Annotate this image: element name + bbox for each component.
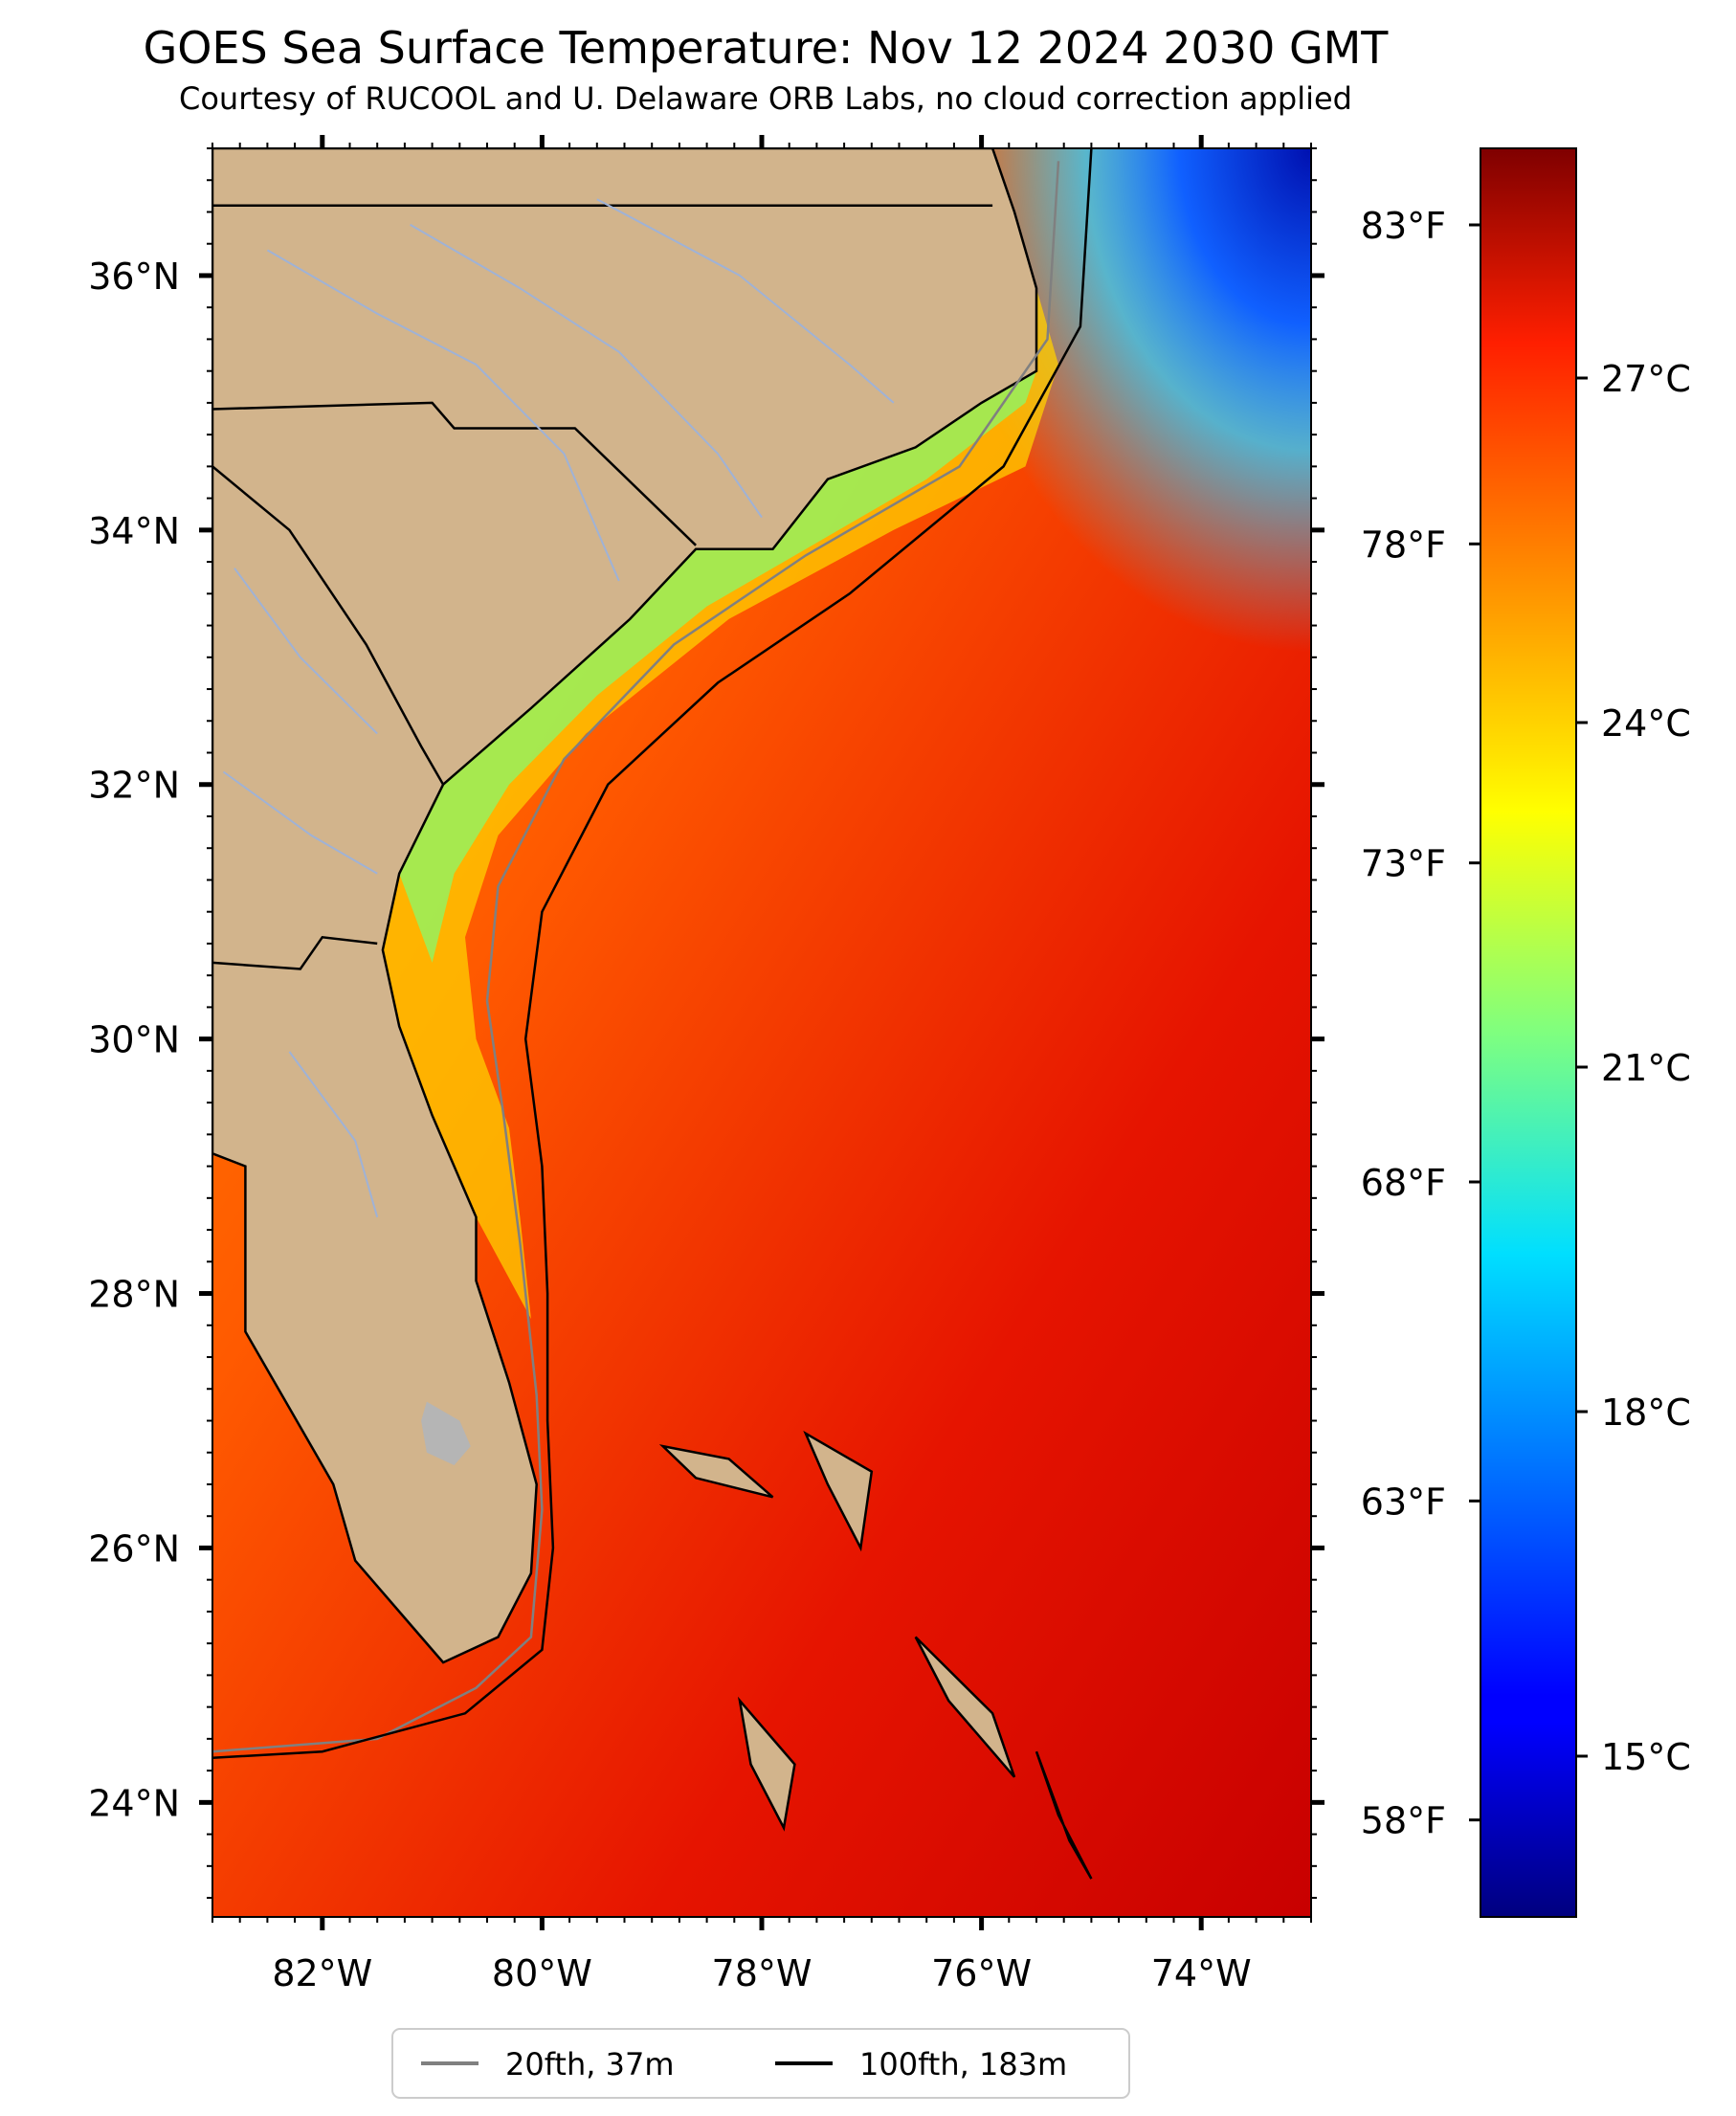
rivers: [222, 198, 895, 1218]
longitude-axis: 82°W 80°W 78°W 76°W 74°W: [211, 135, 1312, 1994]
isobath-legend: 20fth, 37m 100fth, 183m: [391, 2028, 1130, 2099]
lon-tick-label: 74°W: [1151, 1952, 1252, 1994]
map-subtitle: Courtesy of RUCOOL and U. Delaware ORB L…: [179, 80, 1352, 117]
celsius-ticks: 15°C 18°C 21°C 24°C 27°C: [1576, 358, 1691, 1778]
celsius-tick-label: 15°C: [1601, 1736, 1691, 1778]
lon-tick-label: 80°W: [492, 1952, 592, 1994]
lon-tick-label: 82°W: [272, 1952, 372, 1994]
legend-label-100fth: 100fth, 183m: [859, 2046, 1067, 2083]
fahrenheit-tick-label: 68°F: [1361, 1162, 1446, 1204]
fahrenheit-tick-label: 78°F: [1361, 523, 1446, 566]
celsius-tick-label: 21°C: [1601, 1047, 1691, 1089]
celsius-tick-label: 27°C: [1601, 358, 1691, 400]
lat-tick-label: 30°N: [88, 1019, 180, 1061]
lon-tick-label: 78°W: [712, 1952, 812, 1994]
sst-map[interactable]: 82°W 80°W 78°W 76°W 74°W 24°N 26°N 28°N 30°N 32°…: [88, 135, 1324, 1994]
lat-tick-label: 36°N: [88, 256, 180, 298]
celsius-tick-label: 24°C: [1601, 702, 1691, 745]
temperature-colorbar: 15°C 18°C 21°C 24°C 27°C 58°F 63°F 68°F 73°F 78°…: [1361, 147, 1691, 1918]
lat-tick-label: 28°N: [88, 1274, 180, 1316]
lat-tick-label: 32°N: [88, 765, 180, 807]
lat-tick-label: 26°N: [88, 1527, 180, 1570]
lake-okeechobee: [421, 1401, 471, 1465]
map-title: GOES Sea Surface Temperature: Nov 12 202…: [144, 22, 1390, 74]
lat-tick-label: 24°N: [88, 1782, 180, 1824]
isobath-100fth: [212, 148, 1093, 1760]
lat-tick-label: 34°N: [88, 510, 180, 552]
fahrenheit-tick-label: 58°F: [1361, 1800, 1446, 1842]
state-borders: [212, 204, 993, 970]
bahamas-islands: [658, 1430, 1093, 1880]
lon-tick-label: 76°W: [931, 1952, 1032, 1994]
fahrenheit-tick-label: 63°F: [1361, 1481, 1446, 1523]
legend-label-20fth: 20fth, 37m: [505, 2046, 674, 2083]
nearshore-cool-band: [399, 370, 1036, 963]
colorbar-gradient: [1480, 147, 1577, 1918]
fahrenheit-ticks: 58°F 63°F 68°F 73°F 78°F 83°F: [1361, 205, 1480, 1842]
isobath-20fth: [212, 161, 1060, 1753]
celsius-tick-label: 18°C: [1601, 1392, 1691, 1434]
land-mass: [212, 148, 1038, 1664]
fahrenheit-tick-label: 83°F: [1361, 205, 1446, 247]
latitude-axis: 24°N 26°N 28°N 30°N 32°N 34°N 36°N: [88, 147, 1324, 1900]
legend-box: [391, 2028, 1130, 2099]
fahrenheit-tick-label: 73°F: [1361, 843, 1446, 885]
